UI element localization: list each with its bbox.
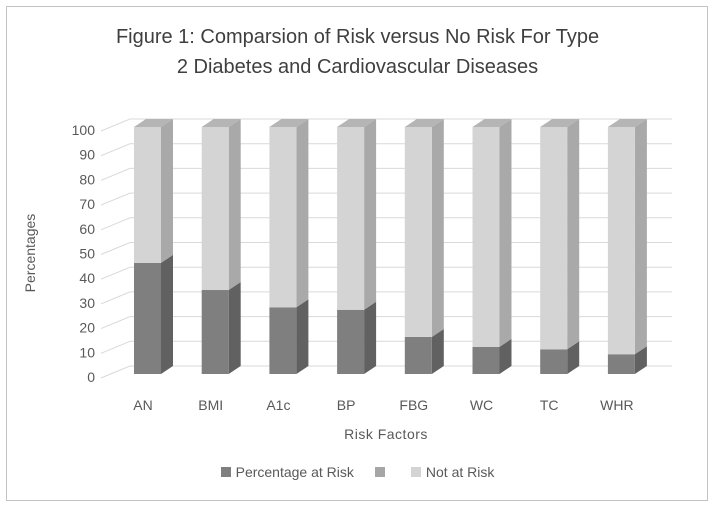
bar-top-not-at-risk — [472, 119, 512, 127]
y-tick-label: 20 — [79, 320, 95, 336]
bar-side-risk — [228, 282, 241, 374]
bar-segment-not-at-risk — [269, 127, 297, 308]
y-tick-label: 30 — [79, 295, 95, 311]
chart-title-line2: 2 Diabetes and Cardiovascular Diseases — [176, 56, 539, 78]
bar-top-not-at-risk — [540, 119, 580, 127]
x-category-label: WHR — [600, 397, 633, 413]
x-category-label: A1c — [266, 397, 290, 413]
bar-segment-risk — [607, 354, 635, 374]
bar-side-risk — [364, 301, 377, 374]
legend-item-percentage-at-risk: Percentage at Risk — [220, 464, 354, 480]
y-tick-label: 100 — [72, 122, 96, 138]
bar-segment-risk — [540, 349, 568, 374]
bar-side-not-at-risk — [634, 119, 647, 355]
x-category-label: AN — [133, 397, 152, 413]
bar-segment-not-at-risk — [472, 127, 500, 347]
x-category-label: TC — [540, 397, 559, 413]
bar-segment-risk — [404, 336, 432, 374]
y-tick-label: 90 — [79, 147, 95, 163]
chart-title-line1: Figure 1: Comparsion of Risk versus No R… — [115, 26, 600, 48]
bar-side-risk — [296, 299, 309, 374]
bar-segment-risk — [269, 307, 297, 374]
chart-title: Figure 1: Comparsion of Risk versus No R… — [38, 22, 678, 82]
legend-swatch-percentage-at-risk — [220, 467, 231, 477]
bar-side-risk — [161, 254, 173, 374]
bar-top-not-at-risk — [201, 119, 241, 127]
gridline — [100, 266, 672, 280]
bar-side-not-at-risk — [228, 119, 241, 291]
y-tick-label: 60 — [79, 221, 95, 237]
bar-side-not-at-risk — [431, 119, 444, 337]
legend: Percentage at Risk Not at Risk — [0, 464, 715, 480]
bar-side-not-at-risk — [364, 119, 377, 310]
gridline — [100, 340, 672, 354]
y-tick-label: 80 — [79, 171, 95, 187]
gridline — [100, 118, 672, 132]
y-tick-label: 40 — [79, 270, 95, 286]
gridline — [100, 316, 672, 330]
gridline — [100, 291, 672, 305]
bar-top-not-at-risk — [134, 119, 173, 127]
bar-segment-not-at-risk — [607, 127, 635, 355]
bar-side-risk — [499, 338, 512, 374]
x-category-label: FBG — [399, 397, 428, 413]
bar-segment-not-at-risk — [201, 127, 229, 291]
y-tick-label: 50 — [79, 246, 95, 262]
y-tick-label: 0 — [87, 369, 95, 385]
bar-segment-not-at-risk — [404, 127, 432, 337]
legend-item-unlabeled — [374, 467, 390, 477]
gridline — [100, 143, 672, 157]
legend-item-not-at-risk: Not at Risk — [410, 464, 495, 480]
bar-top-not-at-risk — [269, 119, 309, 127]
x-axis-title: Risk Factors — [344, 426, 428, 442]
y-tick-label: 10 — [79, 344, 95, 360]
bar-top-not-at-risk — [404, 119, 444, 127]
bar-segment-risk — [201, 290, 229, 374]
bar-side-not-at-risk — [499, 119, 512, 347]
bar-side-not-at-risk — [296, 119, 309, 308]
bar-side-not-at-risk — [567, 119, 580, 350]
bar-segment-not-at-risk — [337, 127, 365, 310]
gridline — [100, 192, 672, 206]
gridline — [100, 217, 672, 231]
bar-side-risk — [634, 346, 647, 374]
bar-segment-not-at-risk — [134, 127, 161, 263]
x-category-label: BMI — [198, 397, 223, 413]
gridline — [100, 167, 672, 181]
legend-swatch-not-at-risk — [410, 467, 421, 477]
bar-top-not-at-risk — [337, 119, 377, 127]
y-tick-label: 70 — [79, 196, 95, 212]
bar-side-not-at-risk — [161, 119, 173, 263]
legend-label-percentage-at-risk: Percentage at Risk — [235, 464, 354, 480]
bar-segment-risk — [472, 346, 500, 374]
gridline — [100, 242, 672, 255]
legend-swatch-unlabeled — [374, 467, 385, 477]
x-category-label: WC — [470, 397, 493, 413]
legend-label-not-at-risk: Not at Risk — [425, 464, 495, 480]
bar-top-not-at-risk — [607, 119, 647, 127]
bar-segment-risk — [337, 309, 365, 374]
bar-side-risk — [431, 328, 444, 374]
x-category-label: BP — [337, 397, 356, 413]
bar-segment-risk — [134, 262, 161, 374]
bar-side-risk — [567, 341, 580, 374]
bar-segment-not-at-risk — [540, 127, 568, 350]
gridline — [100, 365, 672, 379]
